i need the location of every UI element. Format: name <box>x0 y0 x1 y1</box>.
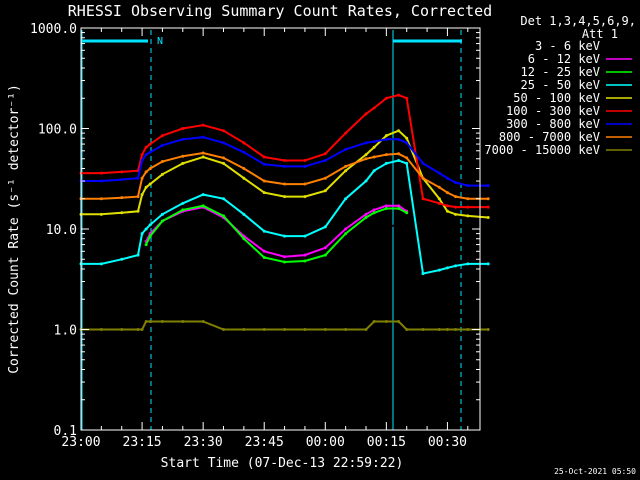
series-line <box>81 151 489 200</box>
x-axis-label: Start Time (07-Dec-13 22:59:22) <box>161 456 404 471</box>
x-tick-label: 00:00 <box>306 435 345 450</box>
legend-label: 6 - 12 keV <box>528 52 600 66</box>
detector-info-line-2: Att 1 <box>582 27 618 41</box>
y-tick-label: 1000.0 <box>30 22 77 37</box>
series-3 <box>79 159 490 276</box>
y-axis-label: Corrected Count Rate (s⁻¹ detector⁻¹) <box>7 84 22 374</box>
series-5 <box>79 93 490 209</box>
chart-title: RHESSI Observing Summary Count Rates, Co… <box>68 2 492 20</box>
x-tick-label: 00:15 <box>367 435 406 450</box>
y-tick-label: 0.1 <box>54 424 77 439</box>
series-2 <box>144 204 409 264</box>
legend-label: 100 - 300 keV <box>506 104 600 118</box>
series-line <box>81 320 489 331</box>
series-line <box>145 204 408 264</box>
series-line <box>81 94 489 209</box>
series-line <box>141 223 424 280</box>
x-tick-label: 00:30 <box>428 435 467 450</box>
y-tick-label: 100.0 <box>38 123 77 138</box>
night-annotation: N <box>157 36 163 47</box>
x-axis: 23:00 23:15 23:30 23:45 00:00 00:15 00:30 <box>61 28 469 450</box>
legend-label: 300 - 800 keV <box>506 117 600 131</box>
generation-timestamp: 25-Oct-2021 05:50 <box>554 467 636 476</box>
series-line <box>81 159 489 275</box>
detector-info-line-1: Det 1,3,4,5,6,9, <box>520 14 636 28</box>
y-tick-label: 10.0 <box>46 223 77 238</box>
detector-info: Det 1,3,4,5,6,9, Att 1 <box>520 14 636 41</box>
legend-label: 12 - 25 keV <box>521 65 600 79</box>
legend-label: 7000 - 15000 keV <box>484 143 600 157</box>
legend-label: 25 - 50 keV <box>521 78 600 92</box>
series-8 <box>79 320 490 331</box>
legend-label: 50 - 100 keV <box>513 91 600 105</box>
legend-label: 800 - 7000 keV <box>499 130 600 144</box>
series-0 <box>140 223 425 281</box>
x-tick-label: 23:15 <box>123 435 162 450</box>
y-axis: 0.1 1.0 10.0 100.0 1000.0 <box>30 22 480 439</box>
x-tick-label: 23:00 <box>61 435 100 450</box>
y-tick-label: 1.0 <box>54 324 77 339</box>
series-line <box>81 129 489 219</box>
series-line <box>81 136 489 187</box>
series-6 <box>79 135 490 188</box>
x-tick-label: 23:45 <box>245 435 284 450</box>
legend-label: 3 - 6 keV <box>535 39 600 53</box>
series-layer <box>79 93 490 331</box>
x-tick-label: 23:30 <box>184 435 223 450</box>
series-7 <box>79 151 490 201</box>
